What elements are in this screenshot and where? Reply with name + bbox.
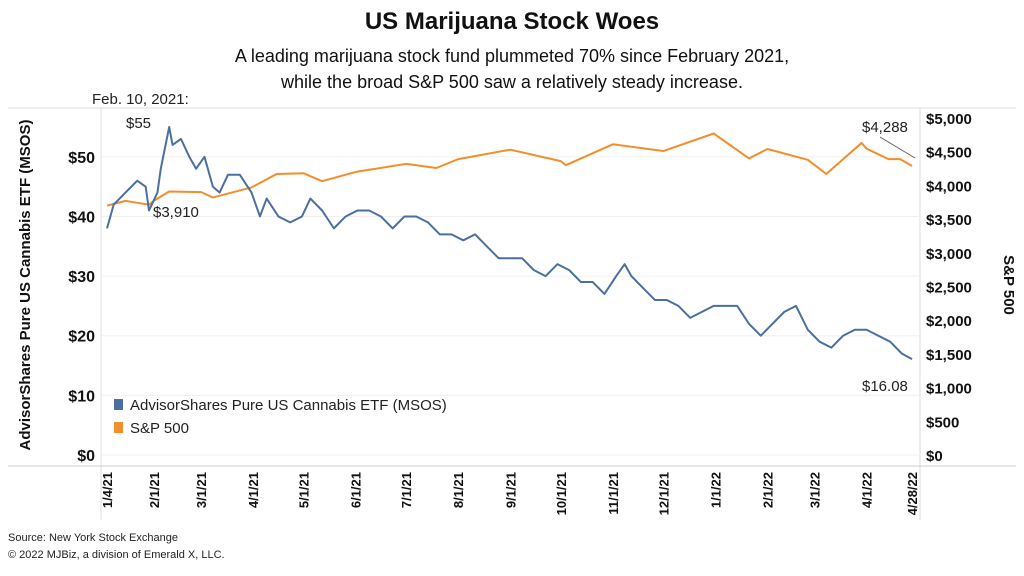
x-tick-label: 4/1/22 — [860, 472, 875, 508]
y2-tick-label: $4,000 — [926, 178, 972, 195]
msos-line — [106, 126, 913, 360]
annotation-leader-line — [879, 136, 916, 159]
y-tick-label: $10 — [68, 388, 95, 405]
legend-swatch — [114, 399, 123, 410]
y-tick-label: $40 — [68, 209, 95, 226]
annotation-date: Feb. 10, 2021: — [92, 91, 189, 108]
y2-tick-label: $1,000 — [926, 381, 972, 398]
x-tick-label: 2/1/22 — [760, 472, 775, 508]
y-tick-label: $20 — [68, 329, 95, 346]
y2-tick-label: $1,500 — [926, 347, 972, 364]
x-tick-label: 11/1/21 — [606, 472, 621, 515]
y2-tick-label: $4,500 — [926, 145, 972, 162]
y2-tick-label: $2,500 — [926, 280, 972, 297]
x-tick-label: 3/1/21 — [194, 472, 209, 508]
chart-subtitle-line1: A leading marijuana stock fund plummeted… — [234, 46, 790, 66]
y2-tick-label: $3,000 — [926, 246, 972, 263]
x-tick-label: 3/1/22 — [808, 472, 823, 508]
chart-title: US Marijuana Stock Woes — [364, 8, 660, 35]
y-tick-label: $0 — [77, 448, 95, 465]
y2-tick-label: $5,000 — [926, 111, 972, 128]
x-tick-label: 1/4/21 — [100, 472, 115, 508]
annotation-sp500-end: $4,288 — [862, 119, 908, 136]
annotation-msos-peak: $55 — [126, 115, 151, 132]
y-tick-label: $30 — [68, 269, 95, 286]
y2-tick-label: $3,500 — [926, 212, 972, 229]
y2-tick-label: $2,000 — [926, 313, 972, 330]
x-tick-label: 7/1/21 — [399, 472, 414, 508]
legend-label: AdvisorShares Pure US Cannabis ETF (MSOS… — [130, 397, 447, 414]
annotation-msos-end: $16.08 — [862, 378, 908, 395]
y-tick-label: $50 — [68, 150, 95, 167]
copyright-note: © 2022 MJBiz, a division of Emerald X, L… — [8, 549, 225, 561]
legend-label: S&P 500 — [130, 420, 189, 437]
source-note: Source: New York Stock Exchange — [8, 532, 178, 544]
x-tick-label: 5/1/21 — [297, 472, 312, 508]
x-tick-label: 4/1/21 — [246, 472, 261, 508]
x-tick-label: 10/1/21 — [554, 472, 569, 515]
chart-subtitle-line2: while the broad S&P 500 saw a relatively… — [281, 72, 743, 92]
y2-axis-label: S&P 500 — [1000, 255, 1017, 315]
annotation-sp500-low: $3,910 — [153, 204, 199, 221]
x-tick-label: 6/1/21 — [349, 472, 364, 508]
legend-swatch — [114, 422, 123, 433]
x-tick-label: 2/1/21 — [147, 472, 162, 508]
y2-tick-label: $0 — [926, 448, 943, 465]
x-tick-label: 4/28/22 — [905, 472, 920, 515]
x-tick-label: 9/1/21 — [503, 472, 518, 508]
x-tick-label: 12/1/21 — [656, 472, 671, 515]
x-tick-label: 8/1/21 — [451, 472, 466, 508]
x-tick-label: 1/1/22 — [708, 472, 723, 508]
y-axis-label: AdvisorShares Pure US Cannabis ETF (MSOS… — [17, 120, 34, 451]
y2-tick-label: $500 — [926, 414, 959, 431]
sp500-line — [106, 132, 913, 207]
